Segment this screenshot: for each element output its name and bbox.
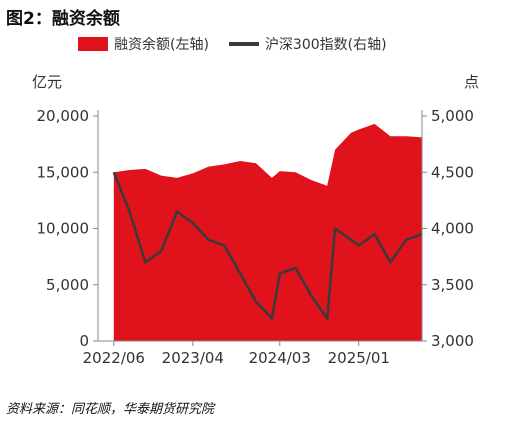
- legend-item-csi300: 沪深300指数(右轴): [228, 34, 387, 54]
- chart-legend: 融资余额(左轴) 沪深300指数(右轴): [78, 34, 399, 54]
- left-tick-label: 20,000: [37, 107, 90, 125]
- right-tick-label: 4,500: [431, 163, 474, 181]
- legend-swatch-line: [228, 42, 259, 46]
- legend-label-csi300: 沪深300指数(右轴): [264, 37, 387, 53]
- x-tick-label: 2025/01: [328, 349, 390, 367]
- left-tick-label: 15,000: [37, 163, 90, 181]
- right-tick-label: 5,000: [431, 107, 474, 125]
- right-tick-label: 4,000: [431, 220, 474, 238]
- left-axis-unit: 亿元: [32, 73, 63, 91]
- left-tick-label: 0: [79, 332, 89, 350]
- legend-item-margin-balance: 融资余额(左轴): [78, 34, 209, 54]
- x-tick-label: 2024/03: [249, 349, 311, 367]
- x-tick-label: 2022/06: [83, 349, 145, 367]
- right-tick-label: 3,000: [431, 332, 474, 350]
- legend-label-margin-balance: 融资余额(左轴): [114, 37, 209, 53]
- left-tick-label: 5,000: [46, 276, 89, 294]
- chart-title: 图2：融资余额: [6, 9, 120, 29]
- legend-swatch-area: [78, 37, 108, 51]
- source-note: 资料来源：同花顺，华泰期货研究院: [6, 402, 215, 417]
- x-tick-label: 2023/04: [162, 349, 224, 367]
- left-tick-label: 10,000: [37, 220, 90, 238]
- line-csi300: [112, 171, 423, 320]
- right-axis-unit: 点: [464, 73, 480, 91]
- right-tick-label: 3,500: [431, 276, 474, 294]
- area-margin-balance: [113, 123, 423, 342]
